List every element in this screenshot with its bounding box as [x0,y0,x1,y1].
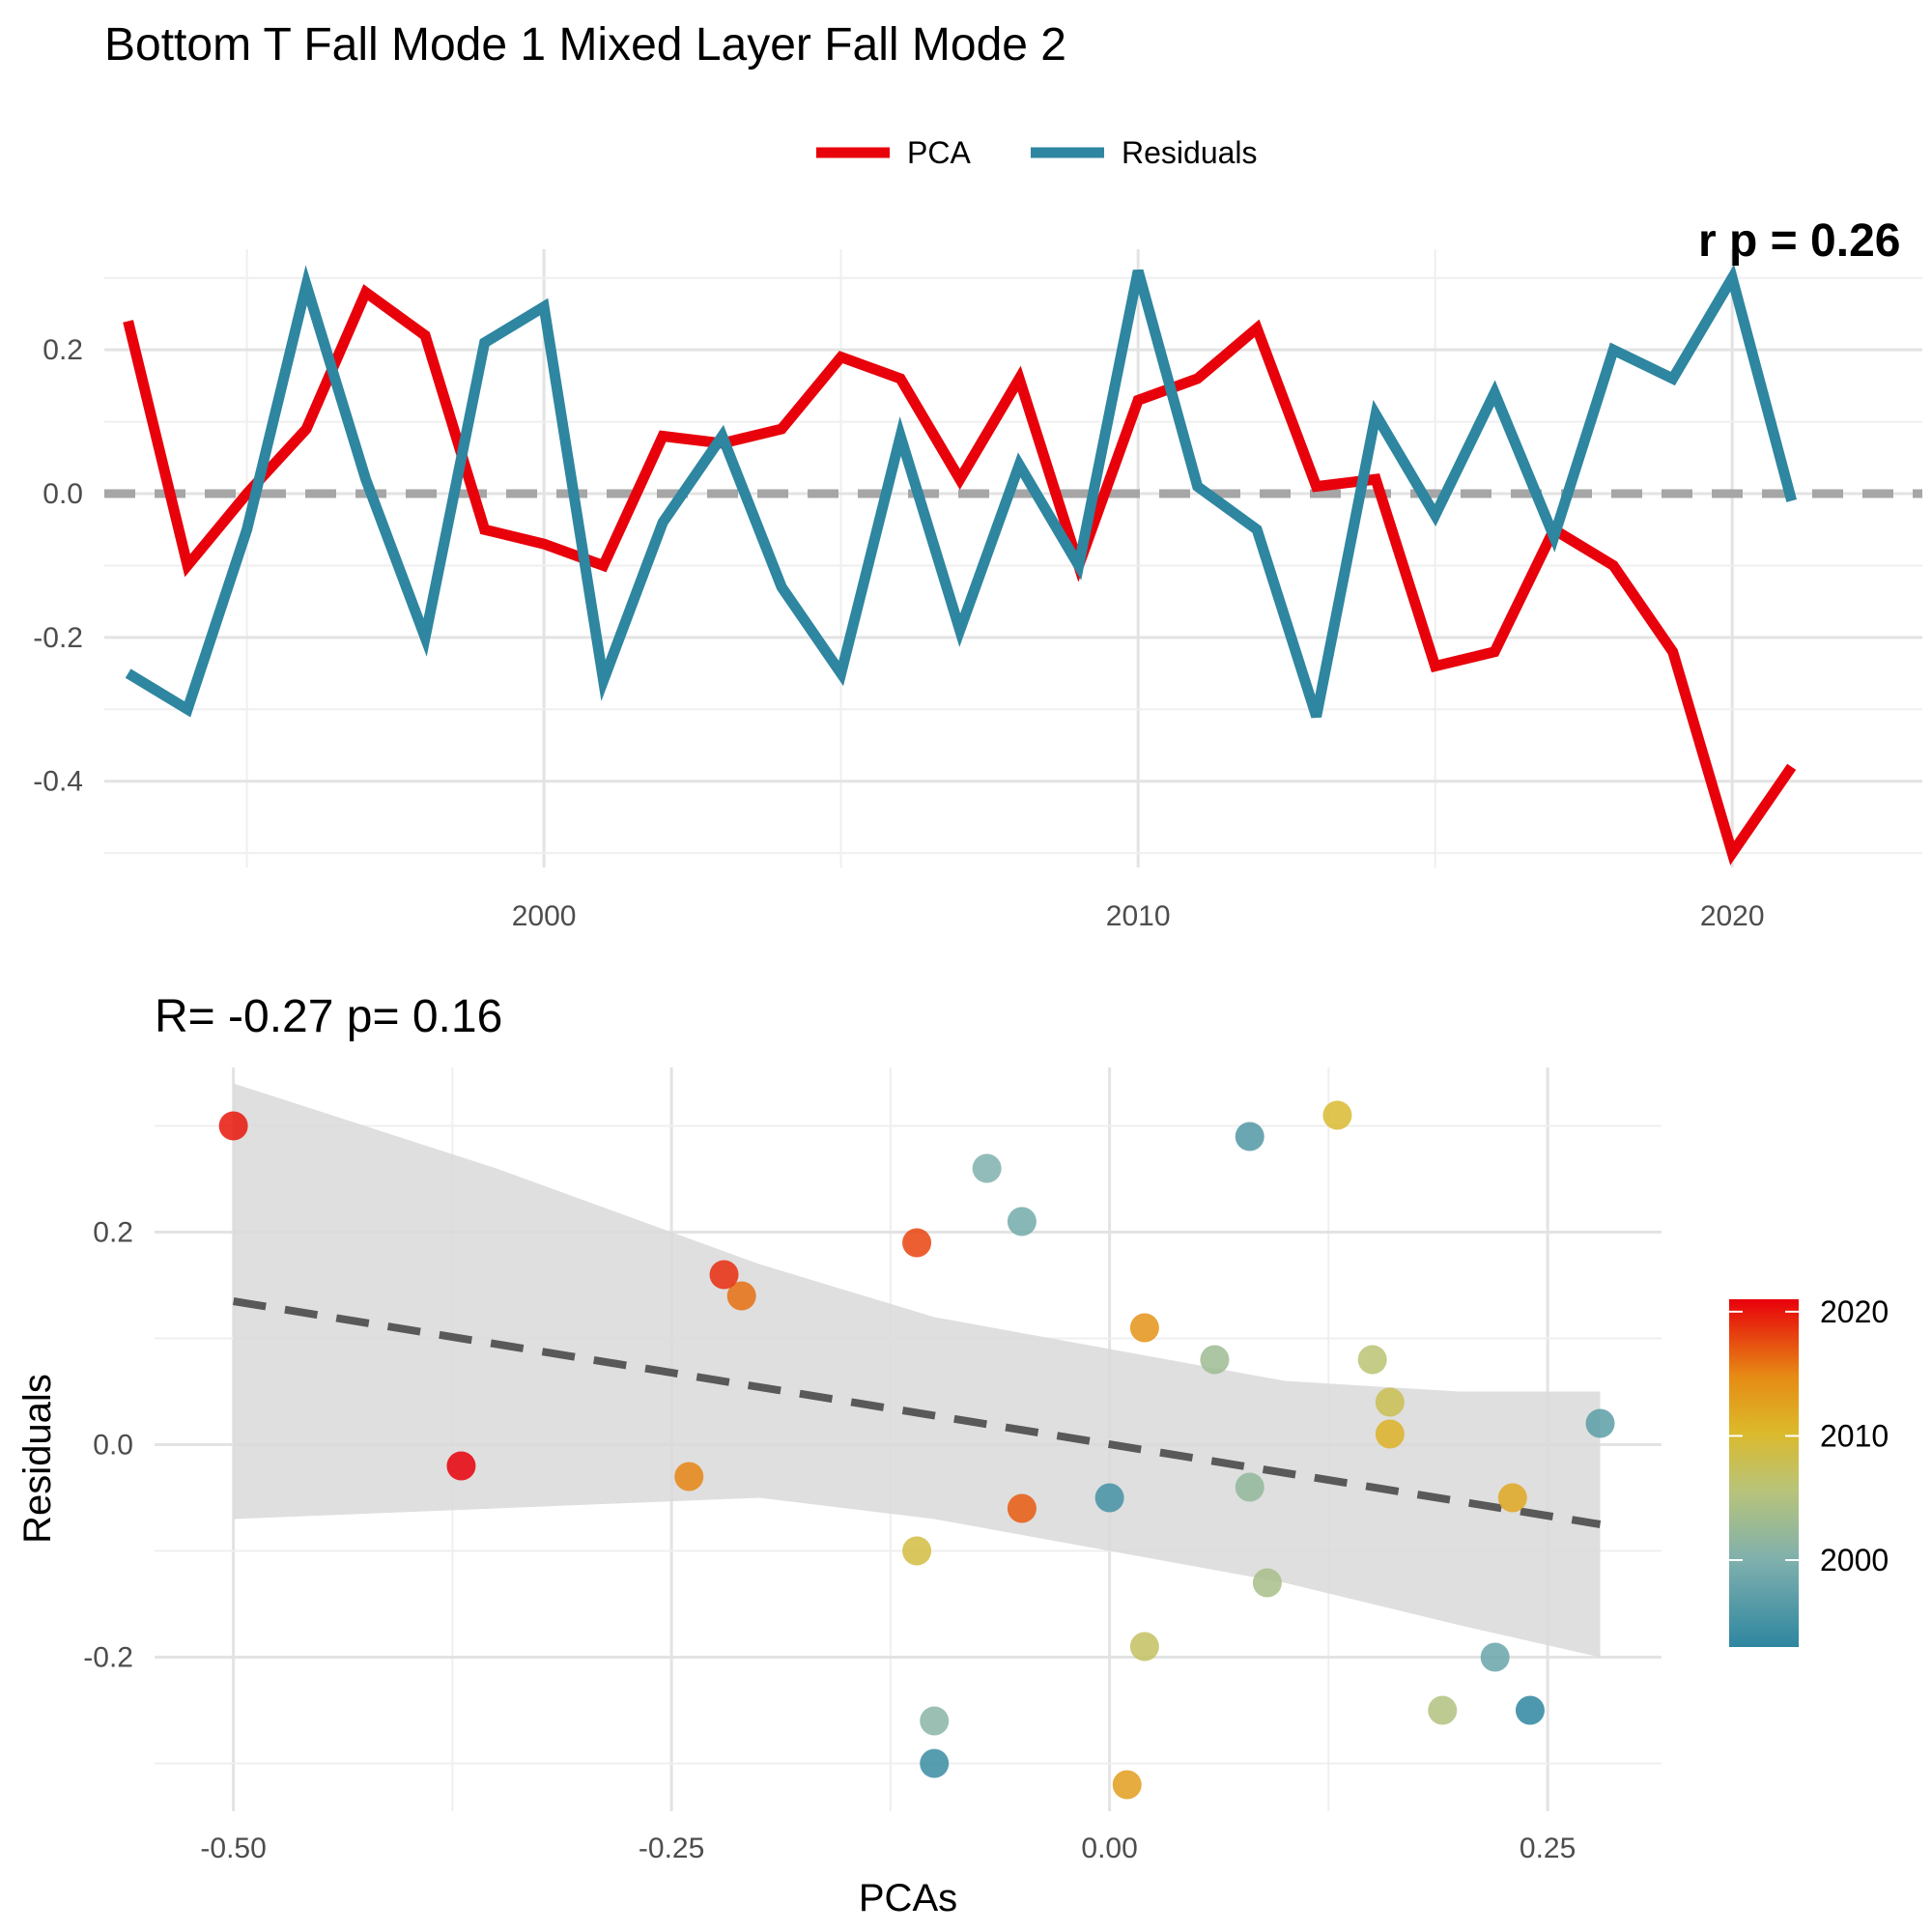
scatter-point [972,1153,1002,1183]
colorbar-tick-label: 2020 [1820,1294,1889,1329]
year-colorbar: 2000 2010 2020 [1729,1294,1889,1647]
x-tick-label: 0.25 [1520,1833,1576,1864]
scatter-point [902,1228,932,1258]
scatter-point [1007,1207,1037,1236]
regression-line [232,1297,1602,1528]
time-series-tick-labels: 2000 2010 2020 -0.4 -0.2 0.0 0.2 [33,334,1764,932]
scatter-point [1585,1408,1615,1438]
scatter-point [1515,1695,1545,1725]
scatter-tick-labels: -0.50 -0.25 0.00 0.25 -0.2 0.0 0.2 [83,1217,1576,1865]
y-tick-label: -0.2 [33,622,83,654]
scatter-point [674,1462,704,1492]
time-series-legend: PCA Residuals [816,135,1258,170]
scatter-point [1322,1100,1352,1130]
scatter-point [218,1111,248,1141]
time-series-corner-annotation: r p = 0.26 [1698,215,1900,267]
colorbar-ticks: 2000 2010 2020 [1729,1294,1889,1577]
time-series-panel: Bottom T Fall Mode 1 Mixed Layer Fall Mo… [33,19,1922,932]
y-tick-label: 0.2 [93,1217,133,1249]
scatter-point [1375,1387,1405,1417]
scatter-point [1129,1632,1159,1662]
legend-label-residuals: Residuals [1122,135,1258,170]
scatter-point [1375,1419,1405,1449]
scatter-point [1112,1770,1142,1800]
confidence-band-area [233,1083,1601,1658]
scatter-point [1129,1313,1159,1343]
scatter-point [1497,1483,1527,1513]
x-tick-label: 2020 [1700,900,1765,932]
regression-dashed-line [232,1297,1602,1528]
y-axis-title: Residuals [16,1374,59,1544]
x-tick-label: 0.00 [1081,1833,1137,1864]
scatter-point [1428,1695,1458,1725]
scatter-point [1235,1472,1264,1502]
y-tick-label: -0.4 [33,766,83,798]
x-tick-label: -0.25 [639,1833,704,1864]
scatter-panel: R= -0.27 p= 0.16 -0.50 -0.25 0.00 0.25 -0.2 0… [16,991,1889,1919]
scatter-point [1480,1642,1510,1672]
scatter-title: R= -0.27 p= 0.16 [155,991,502,1042]
scatter-point [920,1748,950,1778]
scatter-point [446,1451,476,1481]
y-tick-label: 0.2 [43,334,83,366]
scatter-point [709,1260,739,1290]
series-line-residuals [125,264,1798,719]
colorbar-gradient [1729,1299,1799,1647]
scatter-point [1235,1122,1264,1151]
scatter-point [902,1536,932,1566]
scatter-point [1252,1568,1282,1598]
y-tick-label: -0.2 [83,1642,133,1674]
y-tick-label: 0.0 [93,1430,133,1462]
legend-label-pca: PCA [907,135,971,170]
colorbar-tick-label: 2000 [1820,1543,1889,1577]
scatter-points [218,1100,1615,1800]
scatter-point [1357,1345,1387,1375]
scatter-point [1007,1493,1037,1523]
scatter-point [1094,1483,1124,1513]
x-tick-label: 2000 [512,900,577,932]
x-tick-label: -0.50 [200,1833,266,1864]
x-axis-title: PCAs [859,1877,957,1919]
series-line-pca [123,284,1797,866]
y-tick-label: 0.0 [43,478,83,510]
scatter-point [920,1706,950,1736]
scatter-point [1200,1345,1230,1375]
time-series-grid [104,249,1922,867]
time-series-title: Bottom T Fall Mode 1 Mixed Layer Fall Mo… [104,19,1066,71]
x-tick-label: 2010 [1106,900,1171,932]
colorbar-tick-label: 2010 [1820,1418,1889,1453]
confidence-band [233,1083,1601,1658]
time-series-lines [123,264,1798,866]
scatter-point [726,1281,756,1311]
